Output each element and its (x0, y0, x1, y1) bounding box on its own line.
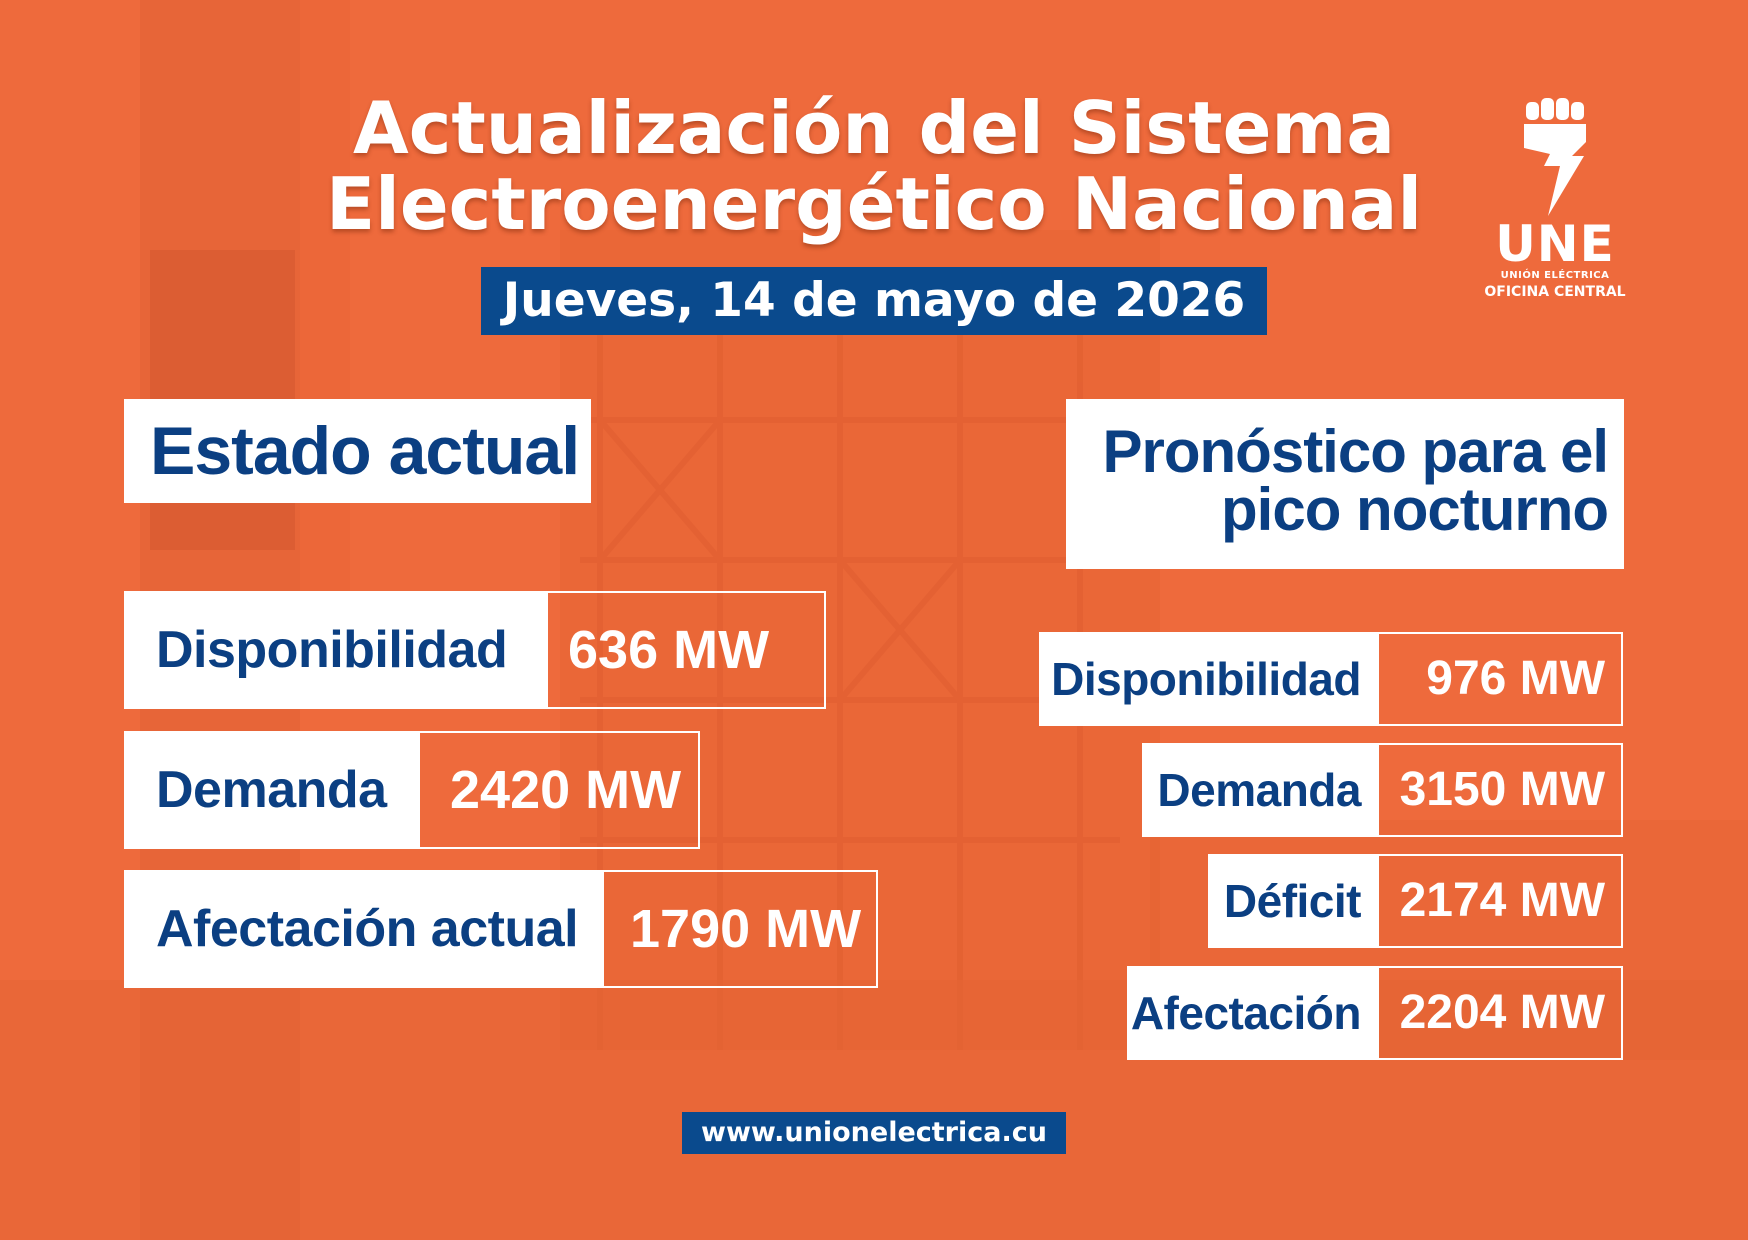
pronostico-demanda-label: Demanda (1142, 743, 1379, 837)
estado-disponibilidad-label: Disponibilidad (124, 591, 548, 709)
une-logo: UNE UNIÓN ELÉCTRICA OFICINA CENTRAL (1480, 98, 1630, 308)
fist-lightning-icon (1524, 98, 1586, 216)
website-link[interactable]: www.unionelectrica.cu (682, 1112, 1066, 1154)
estado-afectacion-label: Afectación actual (124, 870, 604, 988)
pronostico-afectacion-value: 2204 MW (1377, 966, 1623, 1060)
pronostico-title-line-2: pico nocturno (1221, 476, 1609, 543)
estado-actual-title: Estado actual (124, 399, 591, 503)
pronostico-demanda-value: 3150 MW (1377, 743, 1623, 837)
estado-demanda-label: Demanda (124, 731, 420, 849)
page-title: Actualización del Sistema Electroenergét… (274, 90, 1474, 242)
logo-subtitle-1: UNIÓN ELÉCTRICA (1500, 270, 1610, 281)
pronostico-disponibilidad-value: 976 MW (1377, 632, 1623, 726)
pronostico-disponibilidad-label: Disponibilidad (1039, 632, 1379, 726)
pronostico-deficit-value: 2174 MW (1377, 854, 1623, 948)
estado-afectacion-value: 1790 MW (602, 870, 878, 988)
estado-demanda-value: 2420 MW (418, 731, 700, 849)
pronostico-deficit-label: Déficit (1208, 854, 1379, 948)
pronostico-afectacion-label: Afectación (1127, 966, 1379, 1060)
title-line-2: Electroenergético Nacional (325, 162, 1423, 246)
title-line-1: Actualización del Sistema (352, 86, 1396, 170)
logo-subtitle-2: OFICINA CENTRAL (1484, 284, 1626, 300)
pronostico-title-line-1: Pronóstico para el (1102, 418, 1609, 485)
date-badge: Jueves, 14 de mayo de 2026 (481, 267, 1267, 335)
logo-wordmark: UNE (1495, 215, 1615, 273)
estado-disponibilidad-value: 636 MW (546, 591, 826, 709)
pronostico-title: Pronóstico para el pico nocturno (1066, 399, 1624, 569)
